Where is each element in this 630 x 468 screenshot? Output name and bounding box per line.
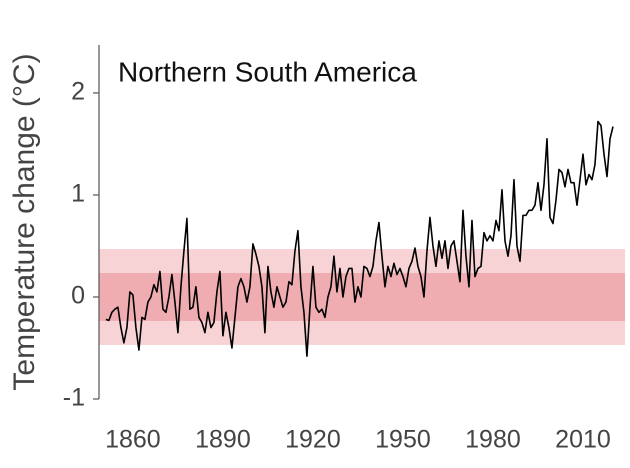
y-tick-label: 1 <box>71 180 85 208</box>
y-tick-label: 0 <box>71 282 85 310</box>
y-tick-label: -1 <box>63 384 85 412</box>
chart-title: Northern South America <box>118 56 417 87</box>
x-tick-label: 1980 <box>465 426 521 454</box>
y-tick-label: 2 <box>71 78 85 106</box>
y-axis-label: Temperature change (°C) <box>8 53 41 390</box>
data-line <box>105 120 614 357</box>
bands <box>99 249 625 345</box>
x-tick-label: 1890 <box>195 426 251 454</box>
x-tick-label: 1920 <box>285 426 341 454</box>
x-tick-label: 2010 <box>555 426 611 454</box>
x-tick-label: 1860 <box>105 426 161 454</box>
x-tick-label: 1950 <box>375 426 431 454</box>
